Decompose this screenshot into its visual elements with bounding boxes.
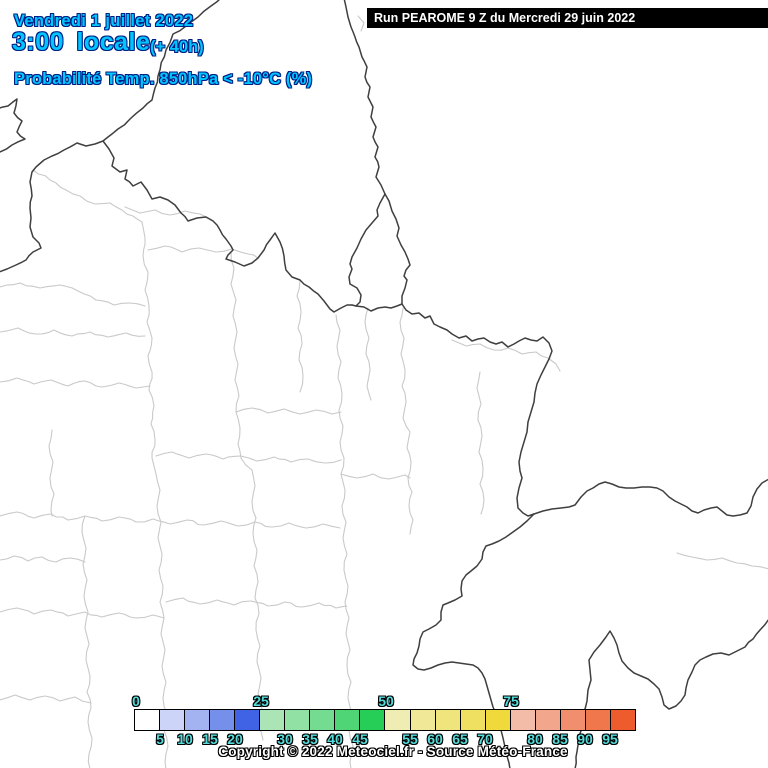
colorbar-cell-65	[460, 710, 486, 730]
country-border-path	[384, 193, 411, 305]
colorbar-cell-35	[310, 710, 336, 730]
variable-label: Probabilité Temp. 850hPa < -10°C (%)	[14, 70, 313, 88]
colorbar-cell-5	[160, 710, 186, 730]
time-label: 3:00 locale	[12, 28, 151, 56]
department-border-path	[296, 280, 304, 393]
colorbar-cell-0	[135, 710, 161, 730]
date-label: Vendredi 1 juillet 2022	[14, 12, 194, 30]
colorbar-cell-40	[335, 710, 361, 730]
country-border-path	[348, 193, 386, 307]
department-border-path	[451, 339, 561, 372]
colorbar-tick-65: 65	[452, 731, 468, 747]
colorbar-cell-75	[510, 710, 536, 730]
department-border-path	[240, 457, 264, 741]
department-border-path	[155, 451, 342, 464]
colorbar-cell-50	[385, 710, 411, 730]
colorbar-cell-80	[535, 710, 561, 730]
department-border-path	[399, 307, 407, 419]
colorbar-cell-25	[260, 710, 286, 730]
country-border-path	[401, 303, 553, 517]
department-border-path	[0, 282, 146, 307]
department-border-path	[32, 169, 143, 223]
department-border-path	[0, 607, 165, 619]
colorbar-cell-90	[585, 710, 611, 730]
department-border-path	[0, 555, 86, 563]
country-border-path	[533, 478, 768, 517]
colorbar-cell-55	[410, 710, 436, 730]
country-border-path	[0, 0, 220, 273]
country-border-path	[0, 98, 26, 153]
department-border-path	[124, 206, 213, 221]
department-border-path	[340, 473, 411, 480]
copyright-label: Copyright © 2022 Meteociel.fr - Source M…	[218, 744, 568, 759]
colorbar-tick-80: 80	[527, 731, 543, 747]
colorbar-tick-50: 50	[378, 693, 394, 709]
colorbar-tick-40: 40	[327, 731, 343, 747]
department-border-path	[0, 694, 92, 704]
colorbar-tick-70: 70	[477, 731, 493, 747]
colorbar	[134, 709, 636, 731]
department-border-path	[165, 597, 348, 609]
department-border-path	[141, 221, 157, 475]
colorbar-cell-45	[360, 710, 386, 730]
colorbar-tick-0: 0	[132, 693, 140, 709]
run-info-bar: Run PEAROME 9 Z du Mercredi 29 juin 2022	[367, 8, 768, 28]
department-border-path	[364, 307, 372, 401]
colorbar-tick-35: 35	[302, 731, 318, 747]
department-border-path	[0, 511, 341, 529]
colorbar-cell-60	[435, 710, 461, 730]
department-border-path	[402, 417, 414, 535]
forecast-offset-label: (+ 40h)	[150, 38, 204, 56]
colorbar-cell-30	[285, 710, 311, 730]
country-border-path	[102, 140, 353, 313]
department-border-path	[335, 314, 354, 768]
department-border-path	[357, 15, 365, 32]
department-border-path	[476, 371, 485, 515]
country-border-path	[412, 513, 535, 768]
colorbar-tick-15: 15	[202, 731, 218, 747]
department-border-path	[87, 707, 93, 768]
department-border-path	[235, 407, 342, 415]
colorbar-tick-10: 10	[177, 731, 193, 747]
country-border-path	[343, 0, 386, 195]
department-border-path	[0, 377, 151, 389]
colorbar-tick-55: 55	[402, 731, 418, 747]
colorbar-cell-20	[235, 710, 261, 730]
colorbar-tick-20: 20	[227, 731, 243, 747]
country-border-path	[355, 303, 403, 312]
department-border-path	[147, 245, 259, 259]
colorbar-tick-85: 85	[552, 731, 568, 747]
department-border-path	[81, 515, 92, 709]
colorbar-tick-60: 60	[427, 731, 443, 747]
colorbar-tick-45: 45	[352, 731, 368, 747]
department-border-path	[0, 327, 146, 338]
colorbar-tick-75: 75	[503, 693, 519, 709]
colorbar-cell-15	[210, 710, 236, 730]
department-border-path	[48, 429, 55, 517]
colorbar-tick-95: 95	[602, 731, 618, 747]
colorbar-tick-90: 90	[577, 731, 593, 747]
colorbar-cell-10	[185, 710, 211, 730]
colorbar-cell-95	[610, 710, 635, 730]
colorbar-tick-5: 5	[156, 731, 164, 747]
colorbar-cell-85	[560, 710, 586, 730]
colorbar-tick-30: 30	[277, 731, 293, 747]
colorbar-cell-70	[485, 710, 511, 730]
department-border-path	[676, 552, 768, 570]
department-border-path	[230, 251, 242, 459]
colorbar-tick-25: 25	[253, 693, 269, 709]
